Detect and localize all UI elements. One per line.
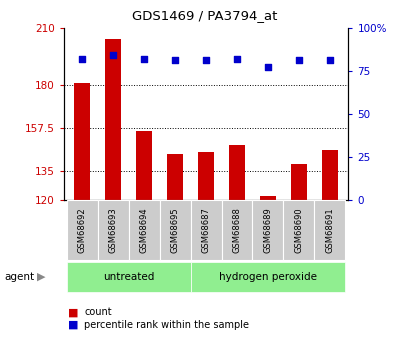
Text: GSM68695: GSM68695: [170, 207, 179, 253]
Bar: [290, 164, 306, 200]
Text: GSM68688: GSM68688: [232, 207, 241, 253]
Text: count: count: [84, 307, 111, 317]
Point: [110, 52, 116, 58]
Text: ■: ■: [67, 320, 78, 330]
Bar: [105, 39, 121, 200]
Text: GSM68691: GSM68691: [325, 207, 334, 253]
Text: GSM68690: GSM68690: [294, 207, 303, 253]
Text: GSM68687: GSM68687: [201, 207, 210, 253]
Text: GSM68694: GSM68694: [139, 207, 148, 253]
Bar: [260, 196, 275, 200]
Text: GSM68692: GSM68692: [77, 207, 86, 253]
Point: [171, 58, 178, 63]
Text: percentile rank within the sample: percentile rank within the sample: [84, 320, 248, 330]
Point: [233, 56, 240, 61]
Bar: [74, 83, 90, 200]
Text: agent: agent: [4, 272, 34, 282]
Point: [202, 58, 209, 63]
Point: [295, 58, 301, 63]
Point: [140, 56, 147, 61]
Text: untreated: untreated: [103, 272, 154, 282]
Bar: [167, 154, 182, 200]
Text: ▶: ▶: [37, 272, 45, 282]
Point: [326, 58, 333, 63]
Text: GDS1469 / PA3794_at: GDS1469 / PA3794_at: [132, 9, 277, 22]
Bar: [198, 152, 213, 200]
Text: GSM68689: GSM68689: [263, 207, 272, 253]
Point: [79, 56, 85, 61]
Text: GSM68693: GSM68693: [108, 207, 117, 253]
Point: [264, 65, 271, 70]
Text: hydrogen peroxide: hydrogen peroxide: [218, 272, 316, 282]
Bar: [321, 150, 337, 200]
Text: ■: ■: [67, 307, 78, 317]
Bar: [229, 145, 244, 200]
Bar: [136, 131, 151, 200]
